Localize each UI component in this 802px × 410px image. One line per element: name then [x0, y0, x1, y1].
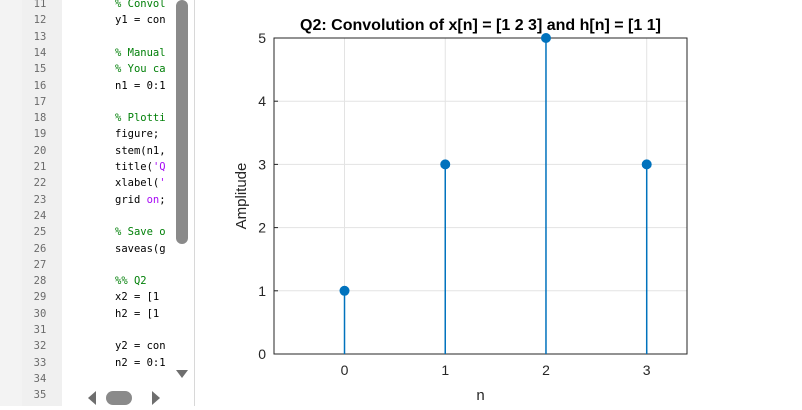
code-line[interactable]: n2 = 0:1: [115, 357, 166, 369]
horizontal-scrollbar[interactable]: [84, 390, 176, 406]
line-number: 28: [33, 275, 47, 288]
line-number: 32: [33, 340, 47, 353]
code-token: ;: [159, 193, 166, 206]
code-token: n1 = 0:1: [115, 79, 166, 92]
code-token: y1 = con: [115, 14, 166, 27]
code-token: h2 = [1: [115, 307, 160, 320]
scroll-left-arrow-icon[interactable]: [88, 391, 96, 405]
code-line[interactable]: x2 = [1: [115, 291, 159, 303]
code-token: x2 = [1: [115, 291, 160, 304]
code-token: % Save o: [115, 226, 166, 239]
code-line[interactable]: % You ca: [115, 63, 166, 75]
line-number: 30: [33, 307, 47, 320]
more-icon[interactable]: ···: [2, 0, 16, 5]
line-number: 23: [33, 193, 47, 206]
code-token: grid: [115, 193, 147, 206]
code-token: title(: [115, 161, 153, 173]
y-tick-label: 4: [258, 93, 266, 109]
code-line[interactable]: y2 = con: [115, 340, 166, 352]
x-axis-label: n: [476, 387, 484, 404]
y-tick-label: 1: [258, 283, 266, 299]
code-token: %% Q2: [115, 275, 147, 288]
line-number: 21: [33, 161, 47, 173]
vertical-scrollbar-thumb[interactable]: [176, 0, 188, 244]
line-number: 27: [33, 258, 47, 271]
line-number: 26: [33, 242, 47, 255]
y-tick-label: 2: [258, 220, 266, 236]
code-line[interactable]: % Manual: [115, 47, 166, 59]
code-line[interactable]: h2 = [1: [115, 308, 159, 320]
code-token: 'Q: [152, 161, 166, 173]
x-tick-label: 2: [542, 362, 550, 378]
stem-marker: [540, 33, 551, 43]
line-number: 29: [33, 291, 47, 304]
line-number-gutter: 11 12 13 14 15 16 17 18 19 20 21 22 23 24 25 26 27 28 29 30…: [22, 0, 62, 406]
line-number: 19: [33, 128, 47, 141]
line-number: 25: [33, 226, 47, 239]
stem-marker: [339, 285, 350, 296]
line-number: 31: [33, 324, 47, 336]
code-line[interactable]: n1 = 0:1: [115, 80, 166, 92]
code-token: n2 = 0:1: [115, 356, 166, 369]
code-line[interactable]: y1 = con: [115, 14, 166, 26]
code-token: % Convol: [115, 0, 166, 10]
x-tick-label: 0: [341, 362, 349, 378]
code-line[interactable]: title('Q: [115, 161, 166, 173]
x-tick-label: 1: [441, 362, 449, 378]
line-number: 16: [33, 79, 47, 92]
line-number: 24: [33, 209, 47, 222]
stem-plot: 0 1 2 3 0 1 2 3 4 5 Q2: Convolution of x[n] = [1 2…: [233, 17, 688, 404]
code-token: stem(n1,: [115, 144, 166, 157]
y-tick-label: 5: [258, 30, 266, 46]
line-number: 18: [33, 112, 47, 125]
line-number: 13: [33, 30, 47, 43]
line-number: 12: [33, 14, 47, 27]
line-number: 14: [33, 46, 47, 59]
code-token: saveas(g: [115, 242, 166, 255]
line-number: 34: [33, 372, 47, 385]
code-line[interactable]: figure;: [115, 128, 159, 140]
line-number: 11: [33, 0, 47, 10]
code-token: figure;: [115, 128, 160, 141]
code-token: on: [146, 193, 160, 206]
code-token: % You ca: [115, 63, 166, 76]
code-line[interactable]: xlabel(': [115, 177, 166, 189]
stem-marker: [440, 159, 451, 170]
horizontal-scrollbar-thumb[interactable]: [106, 391, 132, 405]
plot-area: [274, 38, 687, 354]
line-number: 17: [33, 95, 47, 108]
y-tick-label: 0: [258, 346, 266, 362]
code-line[interactable]: % Save o: [115, 226, 166, 238]
code-line[interactable]: %% Q2: [115, 275, 147, 287]
line-number: 20: [33, 144, 47, 157]
stem-marker: [641, 159, 652, 170]
code-token: % Manual: [115, 46, 166, 59]
fold-margin: [62, 0, 108, 406]
scroll-right-arrow-icon[interactable]: [152, 391, 160, 405]
code-token: xlabel(: [115, 177, 160, 190]
axes-box: [273, 37, 688, 355]
x-tick-label: 3: [643, 362, 651, 378]
y-tick-label: 3: [258, 156, 266, 172]
code-token: ': [159, 177, 166, 190]
figure-window: 0 1 2 3 0 1 2 3 4 5 Q2: Convolution of x[n] = [1 2…: [194, 0, 802, 406]
code-line[interactable]: % Convol: [115, 0, 166, 10]
code-token: % Plotti: [115, 112, 166, 125]
chart-title: Q2: Convolution of x[n] = [1 2 3] and h[…: [300, 17, 661, 34]
line-number: 22: [33, 177, 47, 190]
line-number: 35: [33, 389, 47, 402]
line-number: 33: [33, 356, 47, 369]
code-line[interactable]: grid on;: [115, 194, 166, 206]
activity-strip: ···: [0, 0, 23, 406]
code-token: y2 = con: [115, 340, 166, 353]
scroll-down-arrow-icon[interactable]: [176, 370, 188, 378]
code-line[interactable]: % Plotti: [115, 112, 166, 124]
line-number: 15: [33, 63, 47, 76]
code-line[interactable]: stem(n1,: [115, 145, 166, 157]
code-line[interactable]: saveas(g: [115, 243, 166, 255]
y-axis-label: Amplitude: [233, 163, 250, 230]
